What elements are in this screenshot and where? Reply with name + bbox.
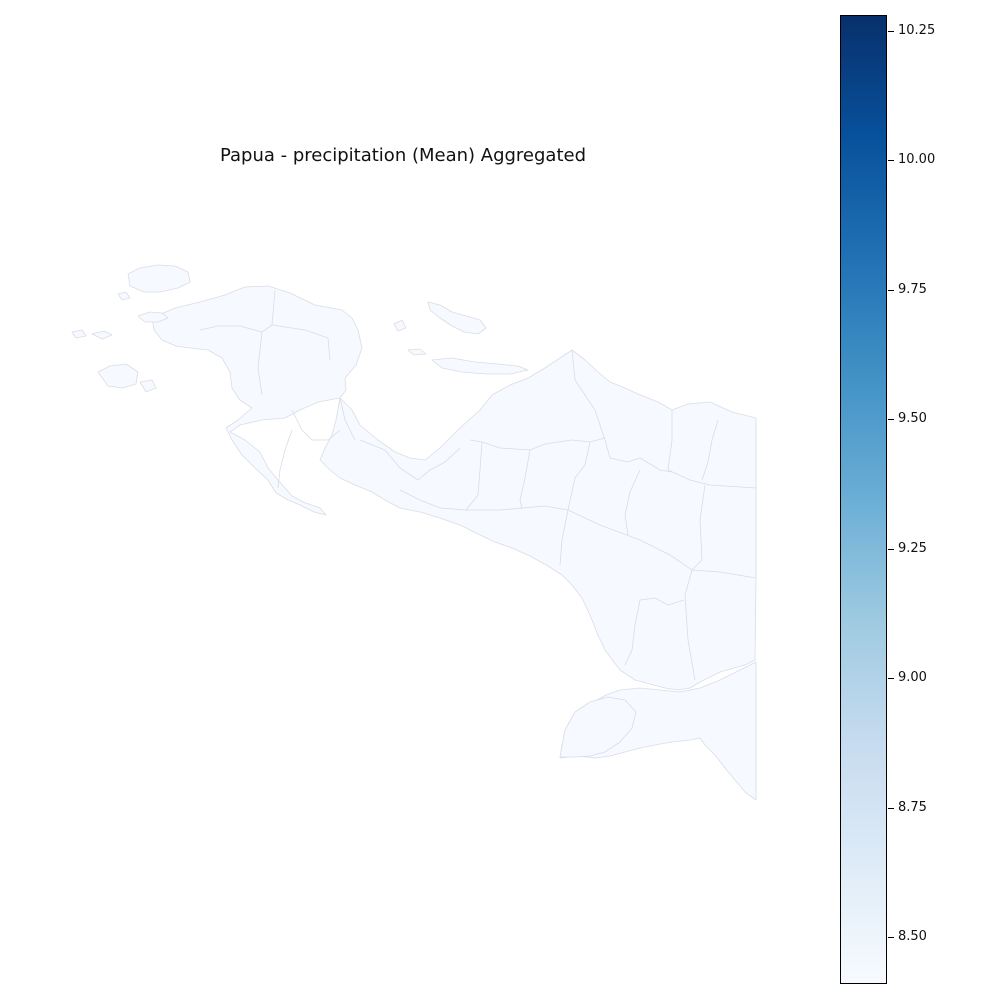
colorbar-tick-label: 8.50 <box>898 929 927 945</box>
regency-boundaries <box>199 289 757 681</box>
colorbar-tick-label: 10.25 <box>898 22 936 38</box>
map-island-numfor <box>393 319 407 332</box>
colorbar-tick <box>888 30 894 32</box>
map-island-biak <box>427 301 487 335</box>
map-region-south-island <box>559 696 637 758</box>
map-island-batanta <box>137 311 169 323</box>
boundary-line <box>466 505 569 511</box>
boundary-line <box>571 349 673 473</box>
boundary-line <box>667 410 757 489</box>
colorbar-tick <box>888 807 894 809</box>
boundary-line <box>684 569 696 681</box>
map-island-small-4 <box>139 379 157 393</box>
colorbar-tick <box>888 678 894 680</box>
colorbar-tick <box>888 160 894 162</box>
colorbar-tick-label: 9.25 <box>898 540 927 556</box>
colorbar-tick-label: 9.50 <box>898 411 927 427</box>
colorbar-tick-label: 9.00 <box>898 670 927 686</box>
colorbar-tick <box>888 548 894 550</box>
map-island-small-5 <box>407 348 427 356</box>
boundary-line <box>399 489 467 511</box>
boundary-line <box>624 599 641 666</box>
map-island-small-1 <box>91 330 113 340</box>
boundary-line <box>701 419 719 481</box>
boundary-line <box>559 509 569 566</box>
boundary-line <box>691 484 706 571</box>
map-island-waigeo <box>127 264 191 293</box>
boundary-line <box>291 409 341 441</box>
boundary-line <box>624 469 641 536</box>
colorbar-tick <box>888 289 894 291</box>
map-island-small-2 <box>117 291 131 301</box>
colorbar-tick <box>888 419 894 421</box>
map-island-small-3 <box>71 329 87 339</box>
boundary-line <box>359 439 419 481</box>
colorbar-tick-label: 8.75 <box>898 799 927 815</box>
colorbar-tick-label: 10.00 <box>898 152 936 168</box>
boundary-line <box>339 397 356 441</box>
boundary-line <box>417 447 461 481</box>
colorbar-tick-label: 9.75 <box>898 281 927 297</box>
boundary-line <box>277 429 293 489</box>
boundary-line <box>567 441 591 511</box>
boundary-line <box>199 325 263 333</box>
map-island-yapen <box>431 357 529 375</box>
boundary-line <box>465 441 483 511</box>
boundary-line <box>519 449 531 509</box>
colorbar-tick <box>888 937 894 939</box>
map-region-birdshead <box>151 285 363 516</box>
colorbar <box>840 15 887 984</box>
map-island-misool <box>97 363 139 389</box>
boundary-line <box>567 509 757 579</box>
boundary-line <box>639 597 685 606</box>
map-title: Papua - precipitation (Mean) Aggregated <box>219 145 587 166</box>
map-region-central-west <box>319 349 757 691</box>
boundary-line <box>271 324 331 361</box>
boundary-line <box>469 437 606 451</box>
